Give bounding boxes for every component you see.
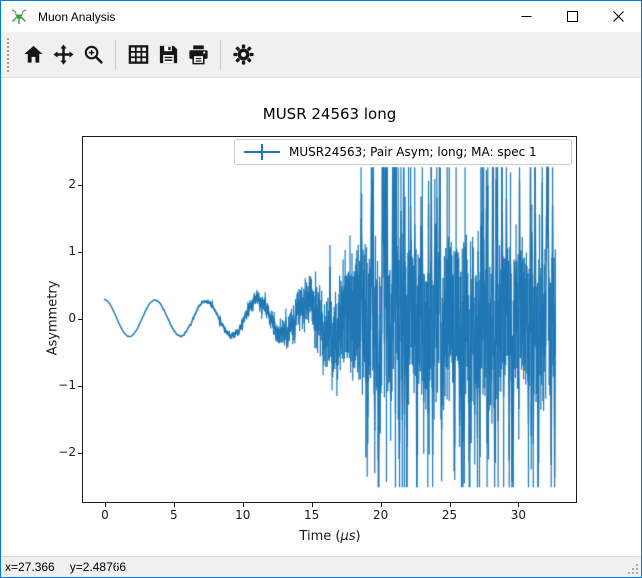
titlebar[interactable]: Muon Analysis bbox=[1, 1, 641, 32]
legend: MUSR24563; Pair Asym; long; MA: spec 1 bbox=[234, 139, 572, 165]
grid-icon bbox=[128, 45, 148, 64]
pan-move-icon bbox=[52, 44, 74, 65]
toolbar-separator bbox=[220, 39, 221, 70]
cursor-x-readout: x=27.366 bbox=[5, 560, 55, 574]
plot-toolbar bbox=[1, 32, 641, 78]
pan-button[interactable] bbox=[48, 38, 78, 72]
grid-button[interactable] bbox=[123, 38, 153, 72]
x-axis-label: Time (μs) bbox=[299, 529, 361, 544]
printer-icon bbox=[188, 45, 208, 65]
statusbar: x=27.366 y=2.48766 bbox=[1, 556, 641, 577]
home-button[interactable] bbox=[18, 38, 48, 72]
maximize-button[interactable] bbox=[549, 1, 595, 32]
figure-canvas-area: MUSR 24563 long Asymmetry Time (μs) 0 5 10… bbox=[1, 78, 641, 556]
maximize-icon bbox=[566, 11, 578, 22]
print-button[interactable] bbox=[183, 38, 213, 72]
minimize-icon bbox=[521, 16, 531, 17]
plot-data-canvas[interactable] bbox=[83, 137, 576, 502]
plot-frame: 0 5 10 15 20 25 30 −2 −1 0 1 2 MUSR24563; Pair Asym… bbox=[58, 136, 577, 522]
save-floppy-icon bbox=[159, 45, 177, 64]
cursor-y-readout: y=2.48766 bbox=[69, 560, 127, 574]
resize-grip[interactable] bbox=[627, 563, 639, 575]
save-button[interactable] bbox=[153, 38, 183, 72]
minimize-button[interactable] bbox=[503, 1, 549, 32]
errorbar-legend-marker bbox=[244, 144, 280, 160]
zoom-magnifier-icon bbox=[84, 45, 103, 65]
plot-title: MUSR 24563 long bbox=[262, 105, 397, 123]
legend-label: MUSR24563; Pair Asym; long; MA: spec 1 bbox=[289, 145, 537, 159]
toolbar-drag-handle[interactable] bbox=[7, 37, 11, 72]
mantid-app-icon bbox=[11, 8, 27, 24]
toolbar-separator bbox=[115, 39, 116, 70]
options-button[interactable] bbox=[228, 38, 258, 72]
gear-icon bbox=[232, 44, 254, 65]
zoom-button[interactable] bbox=[78, 38, 108, 72]
window-title: Muon Analysis bbox=[38, 9, 116, 24]
home-icon bbox=[23, 45, 43, 63]
close-button[interactable] bbox=[595, 1, 641, 32]
statusbar-separator bbox=[116, 559, 117, 575]
close-icon bbox=[612, 11, 624, 22]
